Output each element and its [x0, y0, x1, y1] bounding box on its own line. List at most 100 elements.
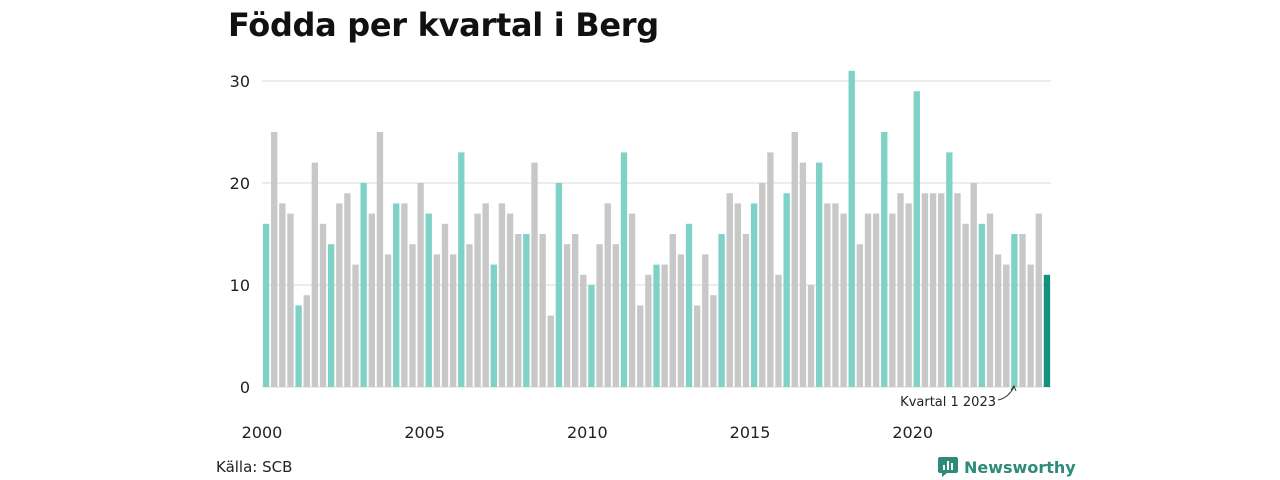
bar [678, 254, 684, 387]
bar [287, 214, 293, 387]
bar [979, 224, 985, 387]
bar [661, 265, 667, 387]
bar [987, 214, 993, 387]
bar [320, 224, 326, 387]
bar [1011, 234, 1017, 387]
bar [336, 203, 342, 387]
x-tick-label: 2005 [404, 423, 445, 442]
bar [995, 254, 1001, 387]
bar [393, 203, 399, 387]
bar [962, 224, 968, 387]
bar [889, 214, 895, 387]
bar [434, 254, 440, 387]
bar [1019, 234, 1025, 387]
bar [1044, 275, 1050, 387]
source-label: Källa: SCB [216, 458, 292, 476]
bar [694, 305, 700, 387]
bar [1036, 214, 1042, 387]
bar [596, 244, 602, 387]
bar [531, 163, 537, 387]
bar [466, 244, 472, 387]
bar [539, 234, 545, 387]
x-tick-label: 2000 [242, 423, 283, 442]
bar [865, 214, 871, 387]
bar [897, 193, 903, 387]
bar [588, 285, 594, 387]
bar [686, 224, 692, 387]
x-axis-ticks: 2000 2005 2010 2015 2020 [242, 423, 933, 442]
bar [1003, 265, 1009, 387]
bar [474, 214, 480, 387]
bar [442, 224, 448, 387]
bar [808, 285, 814, 387]
bar [637, 305, 643, 387]
bar [377, 132, 383, 387]
bar [881, 132, 887, 387]
bar [344, 193, 350, 387]
bar [775, 275, 781, 387]
bar [824, 203, 830, 387]
bar [954, 193, 960, 387]
bar [621, 152, 627, 387]
annotation: Kvartal 1 2023 [900, 386, 1016, 410]
bar [905, 203, 911, 387]
bar [369, 214, 375, 387]
brand-name: Newsworthy [964, 458, 1076, 477]
bar [295, 305, 301, 387]
bar [930, 193, 936, 387]
bar [767, 152, 773, 387]
bar [751, 203, 757, 387]
bar [971, 183, 977, 387]
bar [710, 295, 716, 387]
bar [483, 203, 489, 387]
bar [629, 214, 635, 387]
bar [491, 265, 497, 387]
y-tick-label: 30 [230, 72, 250, 91]
bar [613, 244, 619, 387]
bar [450, 254, 456, 387]
y-tick-label: 0 [240, 378, 250, 397]
bar [946, 152, 952, 387]
bar [800, 163, 806, 387]
x-tick-label: 2015 [730, 423, 771, 442]
bar [938, 193, 944, 387]
bar [556, 183, 562, 387]
bar [564, 244, 570, 387]
bar [873, 214, 879, 387]
bar [653, 265, 659, 387]
bar [385, 254, 391, 387]
bar-chart-logo-icon [938, 456, 958, 478]
bar [328, 244, 334, 387]
bar [670, 234, 676, 387]
x-tick-label: 2010 [567, 423, 608, 442]
bar [499, 203, 505, 387]
bar [507, 214, 513, 387]
bar [279, 203, 285, 387]
bars [263, 71, 1050, 387]
y-tick-label: 20 [230, 174, 250, 193]
bar [580, 275, 586, 387]
bar [849, 71, 855, 387]
annotation-label: Kvartal 1 2023 [900, 395, 996, 410]
bar [312, 163, 318, 387]
y-tick-label: 10 [230, 276, 250, 295]
bar [401, 203, 407, 387]
bar [702, 254, 708, 387]
bar [727, 193, 733, 387]
bar [605, 203, 611, 387]
bar [263, 224, 269, 387]
bar [840, 214, 846, 387]
bar [645, 275, 651, 387]
bar [743, 234, 749, 387]
bar [458, 152, 464, 387]
bar [271, 132, 277, 387]
bar [735, 203, 741, 387]
bar [1027, 265, 1033, 387]
bar [816, 163, 822, 387]
bar [922, 193, 928, 387]
bar [783, 193, 789, 387]
brand-logo: Newsworthy [938, 456, 1076, 478]
bar [759, 183, 765, 387]
bar [523, 234, 529, 387]
